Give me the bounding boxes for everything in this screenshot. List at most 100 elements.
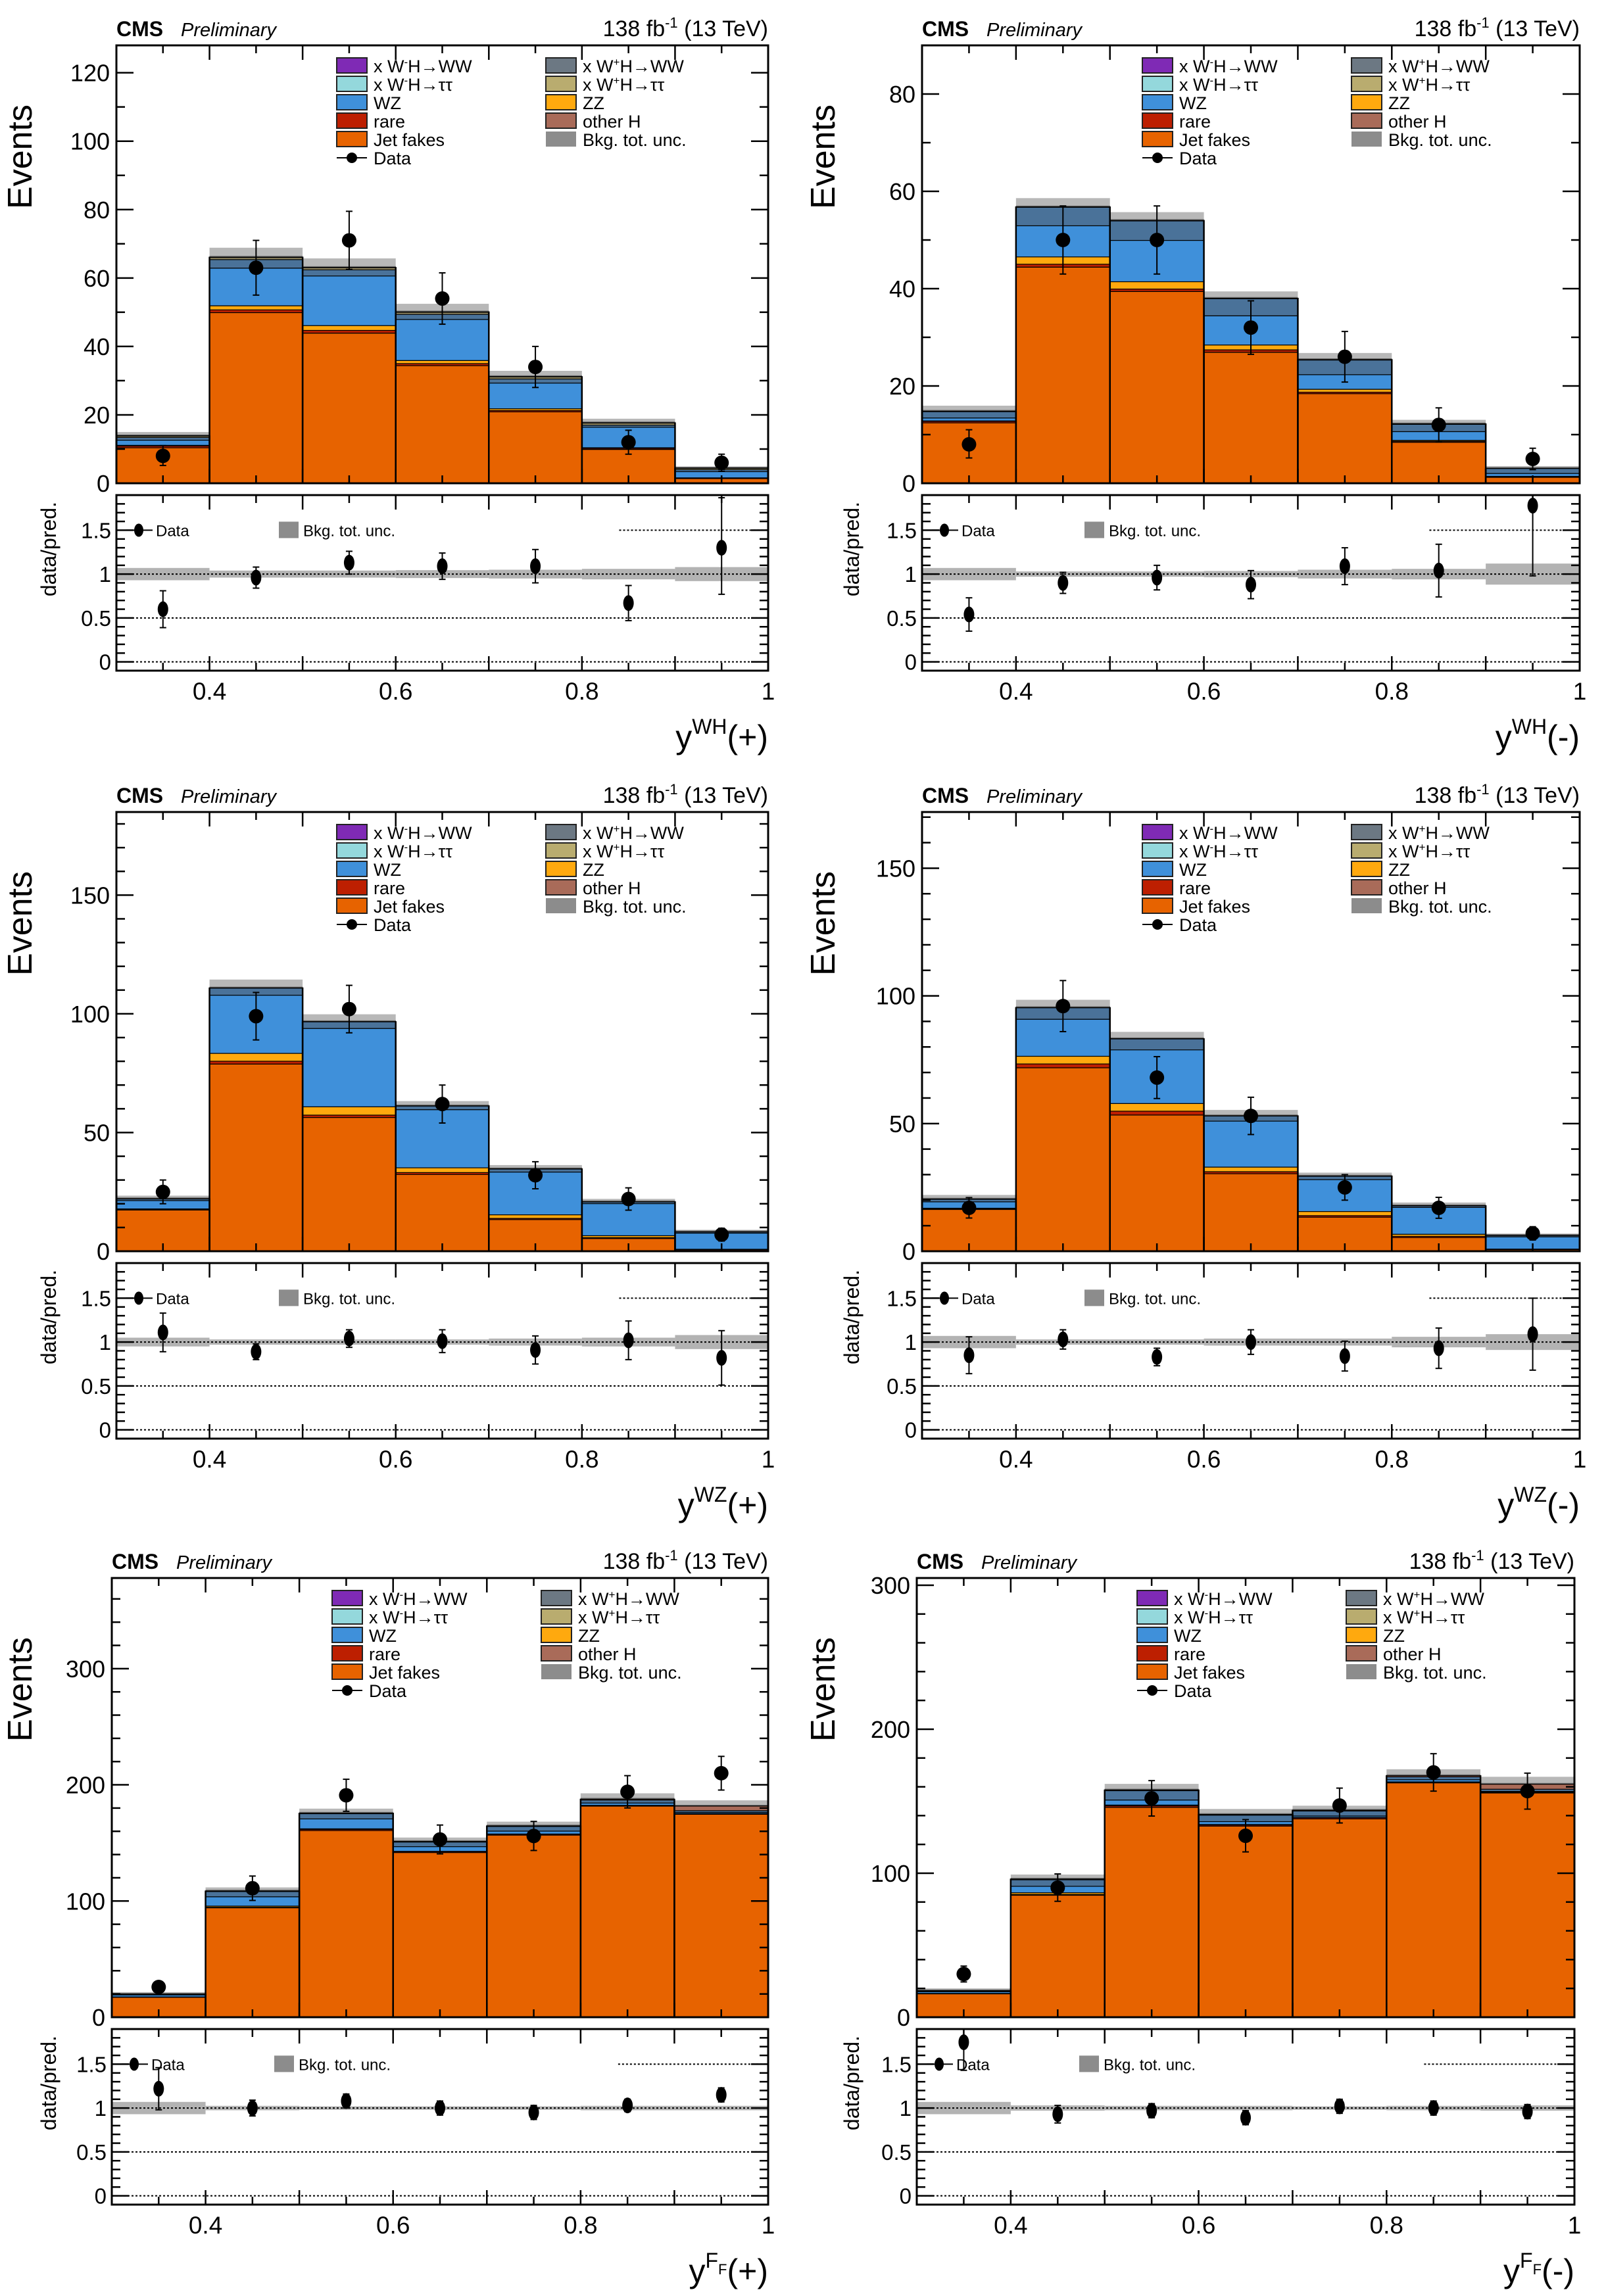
y-tick-label: 150 [70, 882, 110, 909]
stack-bar-jet-fakes [299, 1830, 393, 2017]
legend-swatch [1351, 898, 1382, 913]
y-axis-label: Events [804, 105, 842, 209]
ratio-point [1058, 1331, 1069, 1348]
data-point [435, 291, 450, 306]
bkg-unc-band [1204, 291, 1298, 299]
stack-bar-wz [922, 418, 1016, 421]
legend-label: ZZ [1388, 860, 1410, 880]
lumi-label: 138 fb-1 (13 TeV) [1409, 1547, 1574, 1574]
legend-label: x W-H→WW [374, 823, 472, 843]
legend-swatch [336, 112, 368, 129]
ratio-y-tick-label: 0 [99, 650, 111, 675]
legend-swatch [1351, 132, 1382, 147]
x-tick-label: 0.8 [564, 2212, 597, 2239]
ratio-point [1246, 1334, 1256, 1351]
y-tick-label: 40 [889, 275, 915, 302]
legend-label: x W-H→ττ [374, 74, 452, 95]
y-tick-label: 40 [84, 333, 110, 360]
legend-swatch [1351, 842, 1382, 859]
ratio-y-tick-label: 1.5 [81, 518, 111, 542]
y-tick-label: 300 [66, 1656, 105, 1683]
stack-bar-jet-fakes [1010, 1894, 1105, 2017]
x-axis-label: yWH(+) [675, 715, 768, 755]
ratio-point [437, 558, 448, 575]
ratio-point [1052, 2106, 1063, 2122]
stack-bar-jet-fakes [487, 1834, 581, 2017]
stack-bar-zz [209, 305, 303, 310]
stack-bar-jet-fakes [393, 1852, 487, 2017]
legend-entry: x W-H→ττ [1142, 841, 1258, 861]
x-tick-label: 0.4 [189, 2212, 222, 2239]
stack-bar-zz [395, 1167, 489, 1172]
legend-entry: x W-H→ττ [331, 1607, 448, 1627]
y-axis-label: Events [1, 105, 39, 209]
data-point [621, 1191, 636, 1207]
ratio-legend-unc: Bkg. tot. unc. [1109, 522, 1201, 540]
legend-swatch [336, 897, 368, 914]
chart-panel-top-left: CMS Preliminary 138 fb-1 (13 TeV) Events dat… [1, 14, 775, 755]
legend-label: other H [583, 112, 641, 132]
legend-swatch [545, 842, 577, 859]
legend-label: WZ [1179, 93, 1207, 113]
legend-entry: WZ [331, 1626, 397, 1646]
legend-label: ZZ [1383, 1626, 1405, 1646]
stack-bar-jet-fakes [1015, 266, 1110, 483]
ratio-point [623, 1332, 634, 1349]
ratio-legend-marker [940, 523, 949, 537]
y-tick-label: 150 [876, 855, 915, 882]
legend-swatch [336, 57, 368, 74]
legend-entry: Bkg. tot. unc. [1351, 130, 1492, 150]
ratio-point [1522, 2103, 1533, 2120]
stack-bar-zz [489, 408, 582, 410]
data-point [620, 1784, 635, 1800]
y-tick-label: 60 [889, 178, 915, 205]
stack-bar-jet-fakes [209, 1063, 303, 1251]
ratio-y-tick-label: 0 [99, 1418, 111, 1443]
experiment-label: CMS [116, 17, 163, 41]
experiment-label: CMS [116, 784, 163, 807]
stack-bar-rare [395, 1172, 489, 1174]
legend-swatch [336, 131, 368, 147]
legend-swatch [336, 94, 368, 110]
legend-swatch [1136, 1663, 1168, 1680]
bkg-unc-band [922, 1195, 1016, 1199]
stack-bar-x-w-h- [581, 422, 675, 425]
ratio-legend-marker [940, 1291, 949, 1305]
legend-swatch [1136, 1645, 1168, 1662]
ratio-point [623, 595, 634, 611]
ratio-point [1152, 569, 1163, 586]
y-tick-label: 0 [902, 470, 915, 497]
ratio-legend-data: Data [956, 2056, 990, 2074]
legend-label: rare [1179, 878, 1211, 898]
legend-entry: x W-H→WW [1142, 56, 1278, 76]
x-tick-label: 1 [762, 678, 775, 705]
x-tick-label: 0.8 [1370, 2212, 1403, 2239]
ratio-y-tick-label: 0 [905, 1418, 917, 1443]
legend-label: WZ [369, 1626, 397, 1646]
legend-entry: x W+H→ττ [545, 841, 665, 861]
legend-swatch [545, 112, 577, 129]
legend-entry: rare [336, 878, 405, 898]
data-point [1525, 452, 1540, 466]
data-point [1238, 1829, 1253, 1844]
ratio-y-tick-label: 1.5 [887, 1286, 917, 1310]
ratio-y-tick-label: 1 [99, 562, 111, 586]
legend-label: x W+H→WW [1388, 56, 1490, 76]
legend-swatch [1346, 1645, 1377, 1662]
stack-bar-jet-fakes [395, 1174, 489, 1251]
legend-swatch [545, 824, 577, 840]
data-point [155, 448, 170, 464]
legend-swatch [1346, 1664, 1376, 1679]
ratio-legend-data: Data [961, 1290, 995, 1308]
lumi-label: 138 fb-1 (13 TeV) [603, 781, 768, 808]
legend-swatch [1142, 897, 1173, 914]
legend-swatch [545, 94, 577, 110]
legend-entry: other H [541, 1644, 637, 1664]
ratio-point [530, 1342, 541, 1358]
ratio-point [1339, 558, 1350, 575]
legend-label: other H [578, 1644, 637, 1664]
legend-entry: WZ [336, 860, 401, 880]
bkg-unc-band [1015, 198, 1110, 206]
lumi-label: 138 fb-1 (13 TeV) [1415, 781, 1580, 808]
experiment-label: CMS [922, 784, 969, 807]
